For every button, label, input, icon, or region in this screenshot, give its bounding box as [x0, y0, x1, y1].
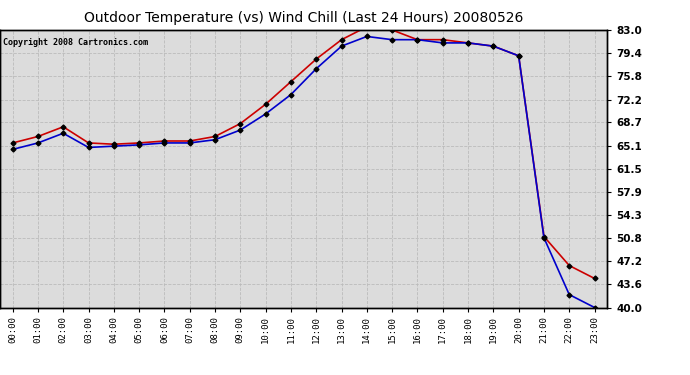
- Text: Copyright 2008 Cartronics.com: Copyright 2008 Cartronics.com: [3, 38, 148, 47]
- Text: Outdoor Temperature (vs) Wind Chill (Last 24 Hours) 20080526: Outdoor Temperature (vs) Wind Chill (Las…: [84, 11, 523, 25]
